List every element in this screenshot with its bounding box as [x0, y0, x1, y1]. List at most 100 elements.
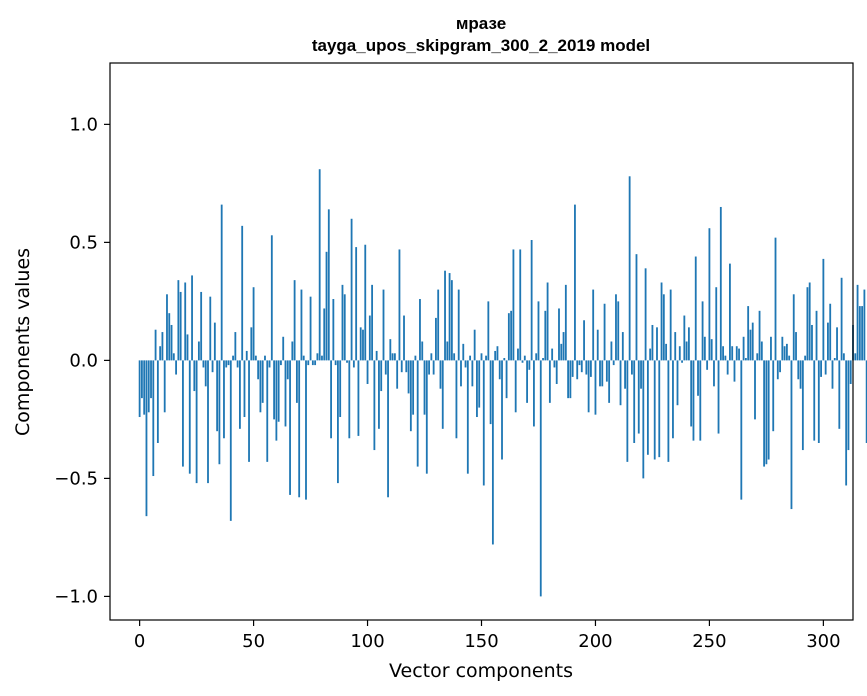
bar-287: [792, 294, 795, 361]
bar-30: [207, 360, 209, 484]
bar-35: [218, 360, 221, 465]
bar-120: [412, 360, 415, 415]
bar-230: [662, 294, 665, 361]
bar-81: [323, 308, 326, 361]
bar-282: [781, 336, 784, 361]
bar-131: [437, 289, 440, 361]
bar-318: [863, 289, 866, 361]
bar-295: [811, 324, 813, 361]
bar-267: [747, 306, 750, 361]
bar-304: [831, 360, 834, 389]
bar-55: [264, 355, 266, 361]
bar-40: [229, 360, 232, 521]
bar-119: [409, 360, 412, 432]
bar-41: [232, 355, 234, 361]
bar-184: [558, 308, 560, 361]
bar-21: [186, 334, 189, 361]
bar-34: [216, 360, 219, 432]
x-tick-label: 100: [350, 631, 384, 652]
bar-116: [403, 315, 405, 361]
bar-192: [576, 360, 579, 380]
bar-155: [491, 360, 494, 545]
bar-271: [756, 353, 759, 361]
bar-80: [321, 355, 323, 361]
bar-132: [439, 360, 442, 389]
x-tick-label: 200: [578, 631, 612, 652]
bar-145: [469, 355, 472, 361]
bar-288: [795, 332, 797, 361]
bar-56: [266, 360, 269, 462]
bar-113: [396, 360, 399, 389]
bar-130: [435, 317, 437, 361]
bar-250: [708, 228, 711, 361]
bar-138: [453, 353, 456, 361]
bar-275: [765, 360, 768, 465]
bar-244: [694, 256, 697, 361]
bar-71: [300, 289, 303, 361]
bar-252: [713, 360, 715, 387]
bar-54: [261, 360, 264, 403]
bar-57: [268, 360, 271, 368]
bar-103: [373, 360, 376, 451]
bar-237: [678, 346, 681, 361]
bar-106: [380, 360, 383, 392]
bar-82: [325, 251, 328, 361]
bar-269: [751, 322, 754, 361]
bar-305: [833, 358, 836, 361]
bar-222: [644, 268, 647, 361]
bar-19: [182, 360, 184, 467]
bar-83: [327, 209, 330, 361]
bar-261: [733, 360, 736, 382]
bar-152: [485, 355, 487, 361]
bar-15: [172, 353, 175, 361]
bar-176: [539, 360, 542, 597]
bar-76: [311, 360, 314, 366]
x-tick-label: 0: [134, 631, 145, 652]
bar-127: [428, 360, 430, 375]
bar-188: [567, 360, 570, 399]
bar-213: [624, 360, 626, 389]
bar-319: [865, 360, 867, 443]
bar-156: [494, 350, 497, 361]
bar-48: [248, 360, 250, 462]
bar-303: [829, 303, 832, 361]
bar-183: [555, 360, 558, 384]
bar-317: [861, 306, 864, 361]
bar-254: [717, 360, 720, 434]
bar-153: [487, 301, 490, 361]
bar-314: [854, 353, 857, 361]
bar-249: [706, 360, 709, 370]
bar-231: [665, 343, 668, 361]
bar-211: [619, 360, 622, 406]
bar-111: [391, 353, 394, 361]
bar-64: [284, 360, 287, 427]
bar-72: [302, 355, 305, 361]
bar-11: [163, 360, 166, 413]
bar-206: [608, 360, 611, 403]
bar-115: [400, 360, 403, 373]
bar-258: [726, 360, 729, 375]
bar-315: [856, 284, 859, 361]
bar-212: [621, 332, 624, 361]
bar-100: [366, 360, 369, 384]
bar-143: [464, 360, 467, 368]
bars-group: [138, 169, 867, 597]
bar-75: [309, 296, 312, 361]
bar-246: [699, 360, 702, 441]
bar-186: [562, 332, 565, 361]
bar-194: [580, 360, 583, 373]
bar-306: [836, 327, 838, 361]
bar-281: [779, 360, 781, 373]
bar-69: [295, 360, 298, 403]
bar-241: [687, 327, 690, 361]
x-axis-ticks: 0 50 100 150 200 250 300: [134, 620, 841, 652]
bar-114: [398, 249, 401, 361]
bar-122: [416, 360, 419, 467]
bar-220: [640, 360, 642, 389]
bar-175: [537, 301, 540, 361]
bar-272: [758, 310, 761, 361]
bar-202: [599, 360, 601, 387]
bar-129: [432, 360, 435, 375]
y-tick-label: 0.0: [69, 350, 98, 371]
